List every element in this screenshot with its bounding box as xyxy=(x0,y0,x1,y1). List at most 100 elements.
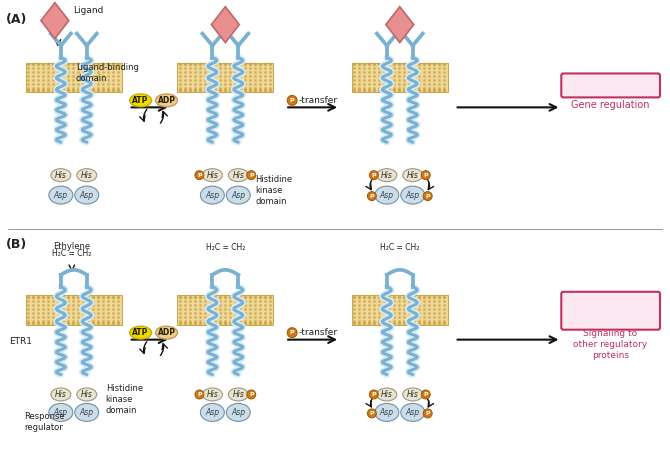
Ellipse shape xyxy=(75,186,98,204)
Ellipse shape xyxy=(129,94,151,107)
Ellipse shape xyxy=(195,390,204,399)
Text: P: P xyxy=(372,173,376,178)
Ellipse shape xyxy=(155,326,178,339)
Text: Asp: Asp xyxy=(54,190,68,200)
Text: Asp: Asp xyxy=(380,190,394,200)
Text: P: P xyxy=(370,411,375,416)
Ellipse shape xyxy=(200,186,224,204)
Text: Asp: Asp xyxy=(205,408,220,417)
Text: H₂C = CH₂: H₂C = CH₂ xyxy=(380,243,419,252)
Text: P: P xyxy=(249,173,253,178)
Text: His: His xyxy=(232,390,245,399)
Ellipse shape xyxy=(375,404,399,422)
Ellipse shape xyxy=(403,169,423,182)
Ellipse shape xyxy=(77,169,96,182)
Text: P: P xyxy=(370,194,375,198)
Ellipse shape xyxy=(129,326,151,339)
Text: P: P xyxy=(423,173,428,178)
Ellipse shape xyxy=(403,388,423,401)
Text: His: His xyxy=(81,390,92,399)
Bar xyxy=(352,295,448,325)
Ellipse shape xyxy=(369,390,379,399)
Polygon shape xyxy=(386,7,414,43)
Bar xyxy=(352,62,448,92)
Text: P: P xyxy=(425,194,430,198)
Ellipse shape xyxy=(287,328,297,338)
Text: P: P xyxy=(425,411,430,416)
Ellipse shape xyxy=(75,404,98,422)
Text: His: His xyxy=(381,171,393,180)
Ellipse shape xyxy=(51,169,71,182)
Text: -transfer: -transfer xyxy=(298,328,337,337)
Ellipse shape xyxy=(423,192,432,201)
Text: Ligand: Ligand xyxy=(73,6,103,15)
Text: H₂C = CH₂: H₂C = CH₂ xyxy=(206,243,245,252)
Text: His: His xyxy=(381,390,393,399)
Ellipse shape xyxy=(423,409,432,418)
Text: Asp: Asp xyxy=(406,408,420,417)
Text: His: His xyxy=(407,171,419,180)
Ellipse shape xyxy=(226,186,251,204)
Text: Gene regulation: Gene regulation xyxy=(571,101,649,110)
Text: His: His xyxy=(55,390,67,399)
Ellipse shape xyxy=(202,169,222,182)
Text: ATP: ATP xyxy=(133,96,149,105)
Text: His: His xyxy=(232,171,245,180)
Ellipse shape xyxy=(49,186,73,204)
Text: Response
regulator: Response regulator xyxy=(24,412,64,432)
Text: Asp: Asp xyxy=(80,408,94,417)
Text: ADP: ADP xyxy=(157,328,176,337)
Ellipse shape xyxy=(228,388,249,401)
Bar xyxy=(26,62,122,92)
Ellipse shape xyxy=(51,388,71,401)
Ellipse shape xyxy=(247,171,256,180)
Ellipse shape xyxy=(367,192,377,201)
Text: Asp: Asp xyxy=(406,190,420,200)
Text: His: His xyxy=(81,171,92,180)
Text: P: P xyxy=(249,392,253,397)
Ellipse shape xyxy=(401,404,425,422)
Ellipse shape xyxy=(401,186,425,204)
Text: (B): (B) xyxy=(6,238,27,251)
Text: Ligand-binding
domain: Ligand-binding domain xyxy=(76,62,139,83)
Bar xyxy=(178,62,273,92)
Text: (A): (A) xyxy=(6,13,27,26)
Ellipse shape xyxy=(202,388,222,401)
Text: His: His xyxy=(55,171,67,180)
Text: His: His xyxy=(206,171,218,180)
Bar xyxy=(178,295,273,325)
Text: ATP: ATP xyxy=(133,328,149,337)
Text: P: P xyxy=(290,98,294,103)
Text: Histidine
kinase
domain: Histidine kinase domain xyxy=(255,175,292,206)
Ellipse shape xyxy=(49,404,73,422)
Ellipse shape xyxy=(200,404,224,422)
Text: Asp: Asp xyxy=(231,408,245,417)
Ellipse shape xyxy=(77,388,96,401)
Ellipse shape xyxy=(247,390,256,399)
Text: P: P xyxy=(290,330,294,335)
Ellipse shape xyxy=(155,94,178,107)
Text: Asp: Asp xyxy=(54,408,68,417)
Text: Asp: Asp xyxy=(231,190,245,200)
Text: P: P xyxy=(372,392,376,397)
Polygon shape xyxy=(41,3,69,39)
FancyBboxPatch shape xyxy=(561,74,660,97)
Ellipse shape xyxy=(377,169,397,182)
Ellipse shape xyxy=(367,409,377,418)
Text: P: P xyxy=(197,392,202,397)
Text: Asp: Asp xyxy=(80,190,94,200)
Ellipse shape xyxy=(287,95,297,106)
Text: Histidine
kinase
domain: Histidine kinase domain xyxy=(106,384,143,415)
Text: -transfer: -transfer xyxy=(298,96,337,105)
Text: P: P xyxy=(197,173,202,178)
Ellipse shape xyxy=(369,171,379,180)
Polygon shape xyxy=(211,7,239,43)
Text: Ethylene: Ethylene xyxy=(53,242,90,251)
Text: P: P xyxy=(423,392,428,397)
Ellipse shape xyxy=(421,171,430,180)
FancyBboxPatch shape xyxy=(561,292,660,330)
Bar xyxy=(26,295,122,325)
Ellipse shape xyxy=(195,171,204,180)
Text: His: His xyxy=(407,390,419,399)
Text: Asp: Asp xyxy=(380,408,394,417)
